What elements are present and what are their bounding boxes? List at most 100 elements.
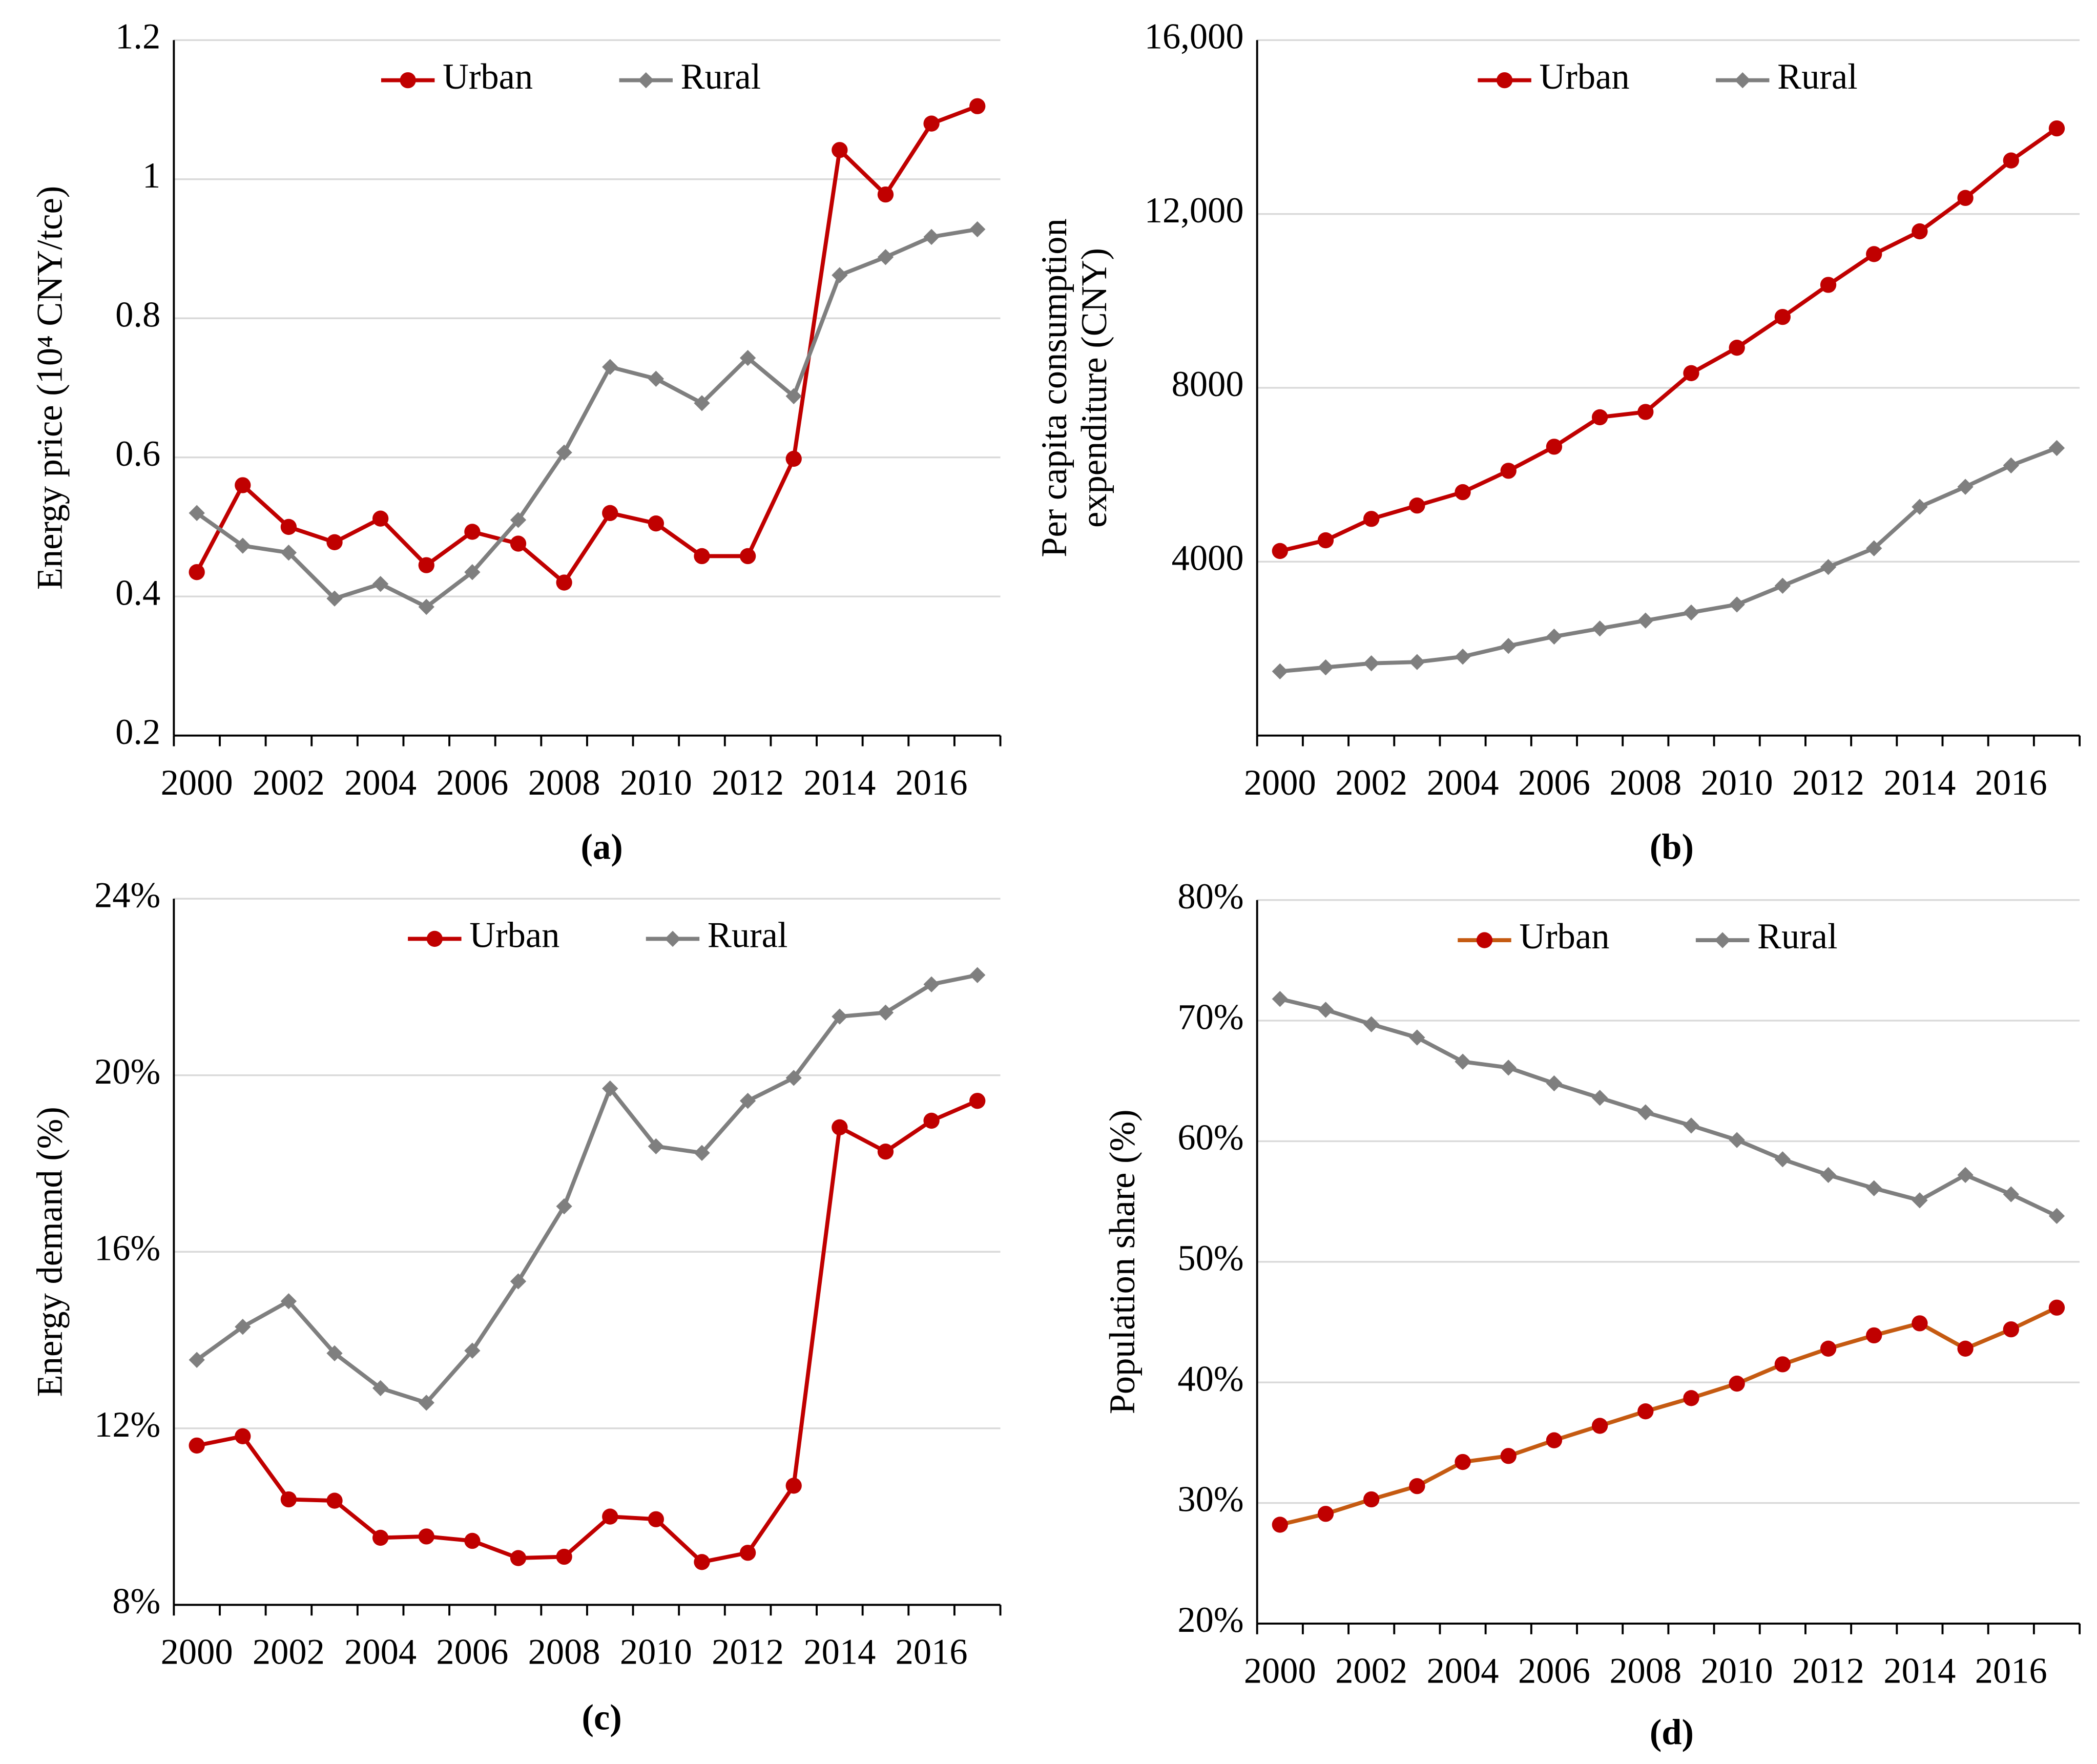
marker	[189, 1352, 205, 1368]
marker	[189, 564, 205, 580]
x-tick-label: 2012	[1792, 1651, 1864, 1691]
marker	[1957, 1167, 1974, 1184]
marker	[1729, 340, 1745, 356]
marker	[1912, 1315, 1928, 1332]
marker	[602, 1080, 618, 1097]
marker	[2048, 120, 2065, 137]
marker	[1774, 1356, 1791, 1373]
x-tick-label: 2010	[620, 763, 692, 803]
marker	[1317, 1002, 1334, 1018]
marker	[2048, 1299, 2065, 1316]
marker	[1683, 1117, 1699, 1134]
x-tick-label: 2016	[896, 763, 968, 803]
x-tick-label: 2010	[1701, 1651, 1773, 1691]
marker	[969, 967, 986, 983]
chart-panel: 0.2 0.4 0.6 0.8 1 1.2 2000 2002 2004 2006 2008 2010…	[30, 16, 1002, 867]
marker	[1637, 1403, 1654, 1420]
marker	[1500, 1448, 1517, 1464]
x-tick-label: 2012	[712, 763, 784, 803]
y-tick-label: 70%	[1177, 997, 1243, 1037]
x-tick-label: 2002	[253, 763, 325, 803]
x-tick-label: 2012	[712, 1632, 784, 1672]
series-line	[195, 973, 978, 1405]
x-tick-label: 2008	[528, 763, 600, 803]
marker	[372, 576, 389, 592]
y-axis-label: Energy demand (%)	[30, 1107, 70, 1397]
marker	[1317, 532, 1334, 549]
marker	[1774, 1151, 1791, 1168]
marker	[1546, 439, 1563, 455]
marker	[1866, 1327, 1882, 1344]
marker	[832, 1008, 848, 1025]
x-tick-label: 2014	[803, 763, 876, 803]
marker	[326, 590, 343, 607]
marker	[923, 115, 940, 132]
x-tick-label: 2010	[620, 1632, 692, 1672]
marker	[2048, 1208, 2065, 1225]
y-tick-label: 30%	[1177, 1480, 1243, 1520]
x-tick-label: 2010	[1701, 763, 1773, 803]
marker	[1455, 1454, 1471, 1470]
marker	[464, 524, 481, 540]
marker	[1455, 1053, 1471, 1070]
marker	[1455, 484, 1471, 501]
legend-label: Urban	[443, 57, 533, 97]
marker	[1476, 932, 1493, 948]
marker	[694, 395, 710, 411]
marker	[1729, 1132, 1745, 1148]
marker	[1546, 628, 1563, 645]
chart-panel: 8% 12% 16% 20% 24% 2000 2002 2004 2006 2008 2010 20…	[30, 875, 1002, 1738]
marker	[648, 370, 665, 387]
series-line	[195, 227, 978, 610]
y-tick-label: 20%	[94, 1052, 160, 1092]
legend-label: Urban	[1539, 57, 1629, 97]
marker	[923, 1112, 940, 1129]
y-tick-label: 60%	[1177, 1118, 1243, 1158]
marker	[556, 1198, 572, 1215]
legend-label: Rural	[708, 916, 788, 956]
marker	[969, 1092, 986, 1109]
marker	[1866, 246, 1882, 262]
series-line	[1279, 446, 2058, 674]
marker	[785, 450, 802, 467]
marker	[1591, 620, 1608, 637]
marker	[2003, 1186, 2019, 1202]
marker	[464, 564, 481, 580]
marker	[510, 1550, 527, 1566]
marker	[510, 512, 527, 528]
x-tick-label: 2008	[1609, 1651, 1681, 1691]
x-tick-label: 2016	[896, 1632, 968, 1672]
y-tick-label: 50%	[1177, 1238, 1243, 1278]
marker	[832, 267, 848, 283]
marker	[694, 548, 710, 565]
marker	[280, 518, 297, 535]
y-tick-label: 20%	[1177, 1600, 1243, 1640]
marker	[832, 142, 848, 158]
y-tick-label: 0.8	[115, 295, 160, 335]
marker	[877, 1144, 894, 1160]
marker	[1272, 543, 1288, 559]
series-line	[195, 104, 979, 586]
marker	[785, 1070, 802, 1086]
marker	[602, 1508, 618, 1525]
marker	[923, 229, 940, 245]
marker	[1683, 1390, 1699, 1406]
y-tick-label: 80%	[1177, 877, 1243, 917]
legend-label: Rural	[681, 57, 761, 97]
caption: (a)	[581, 827, 623, 867]
legend-label: Rural	[1757, 917, 1838, 957]
x-tick-label: 2004	[344, 1632, 417, 1672]
marker	[877, 186, 894, 203]
marker	[877, 249, 894, 265]
marker	[556, 444, 572, 461]
marker	[665, 930, 681, 947]
marker	[2003, 152, 2019, 169]
marker	[1455, 649, 1471, 665]
marker	[400, 72, 416, 89]
marker	[556, 1548, 572, 1565]
y-tick-label: 12%	[94, 1405, 160, 1445]
y-tick-label: 8%	[112, 1582, 160, 1622]
chart-panel: 4000 8000 12,000 16,000 2000 2002 2004 2006 2008…	[1034, 16, 2081, 867]
legend-label: Rural	[1777, 57, 1858, 97]
